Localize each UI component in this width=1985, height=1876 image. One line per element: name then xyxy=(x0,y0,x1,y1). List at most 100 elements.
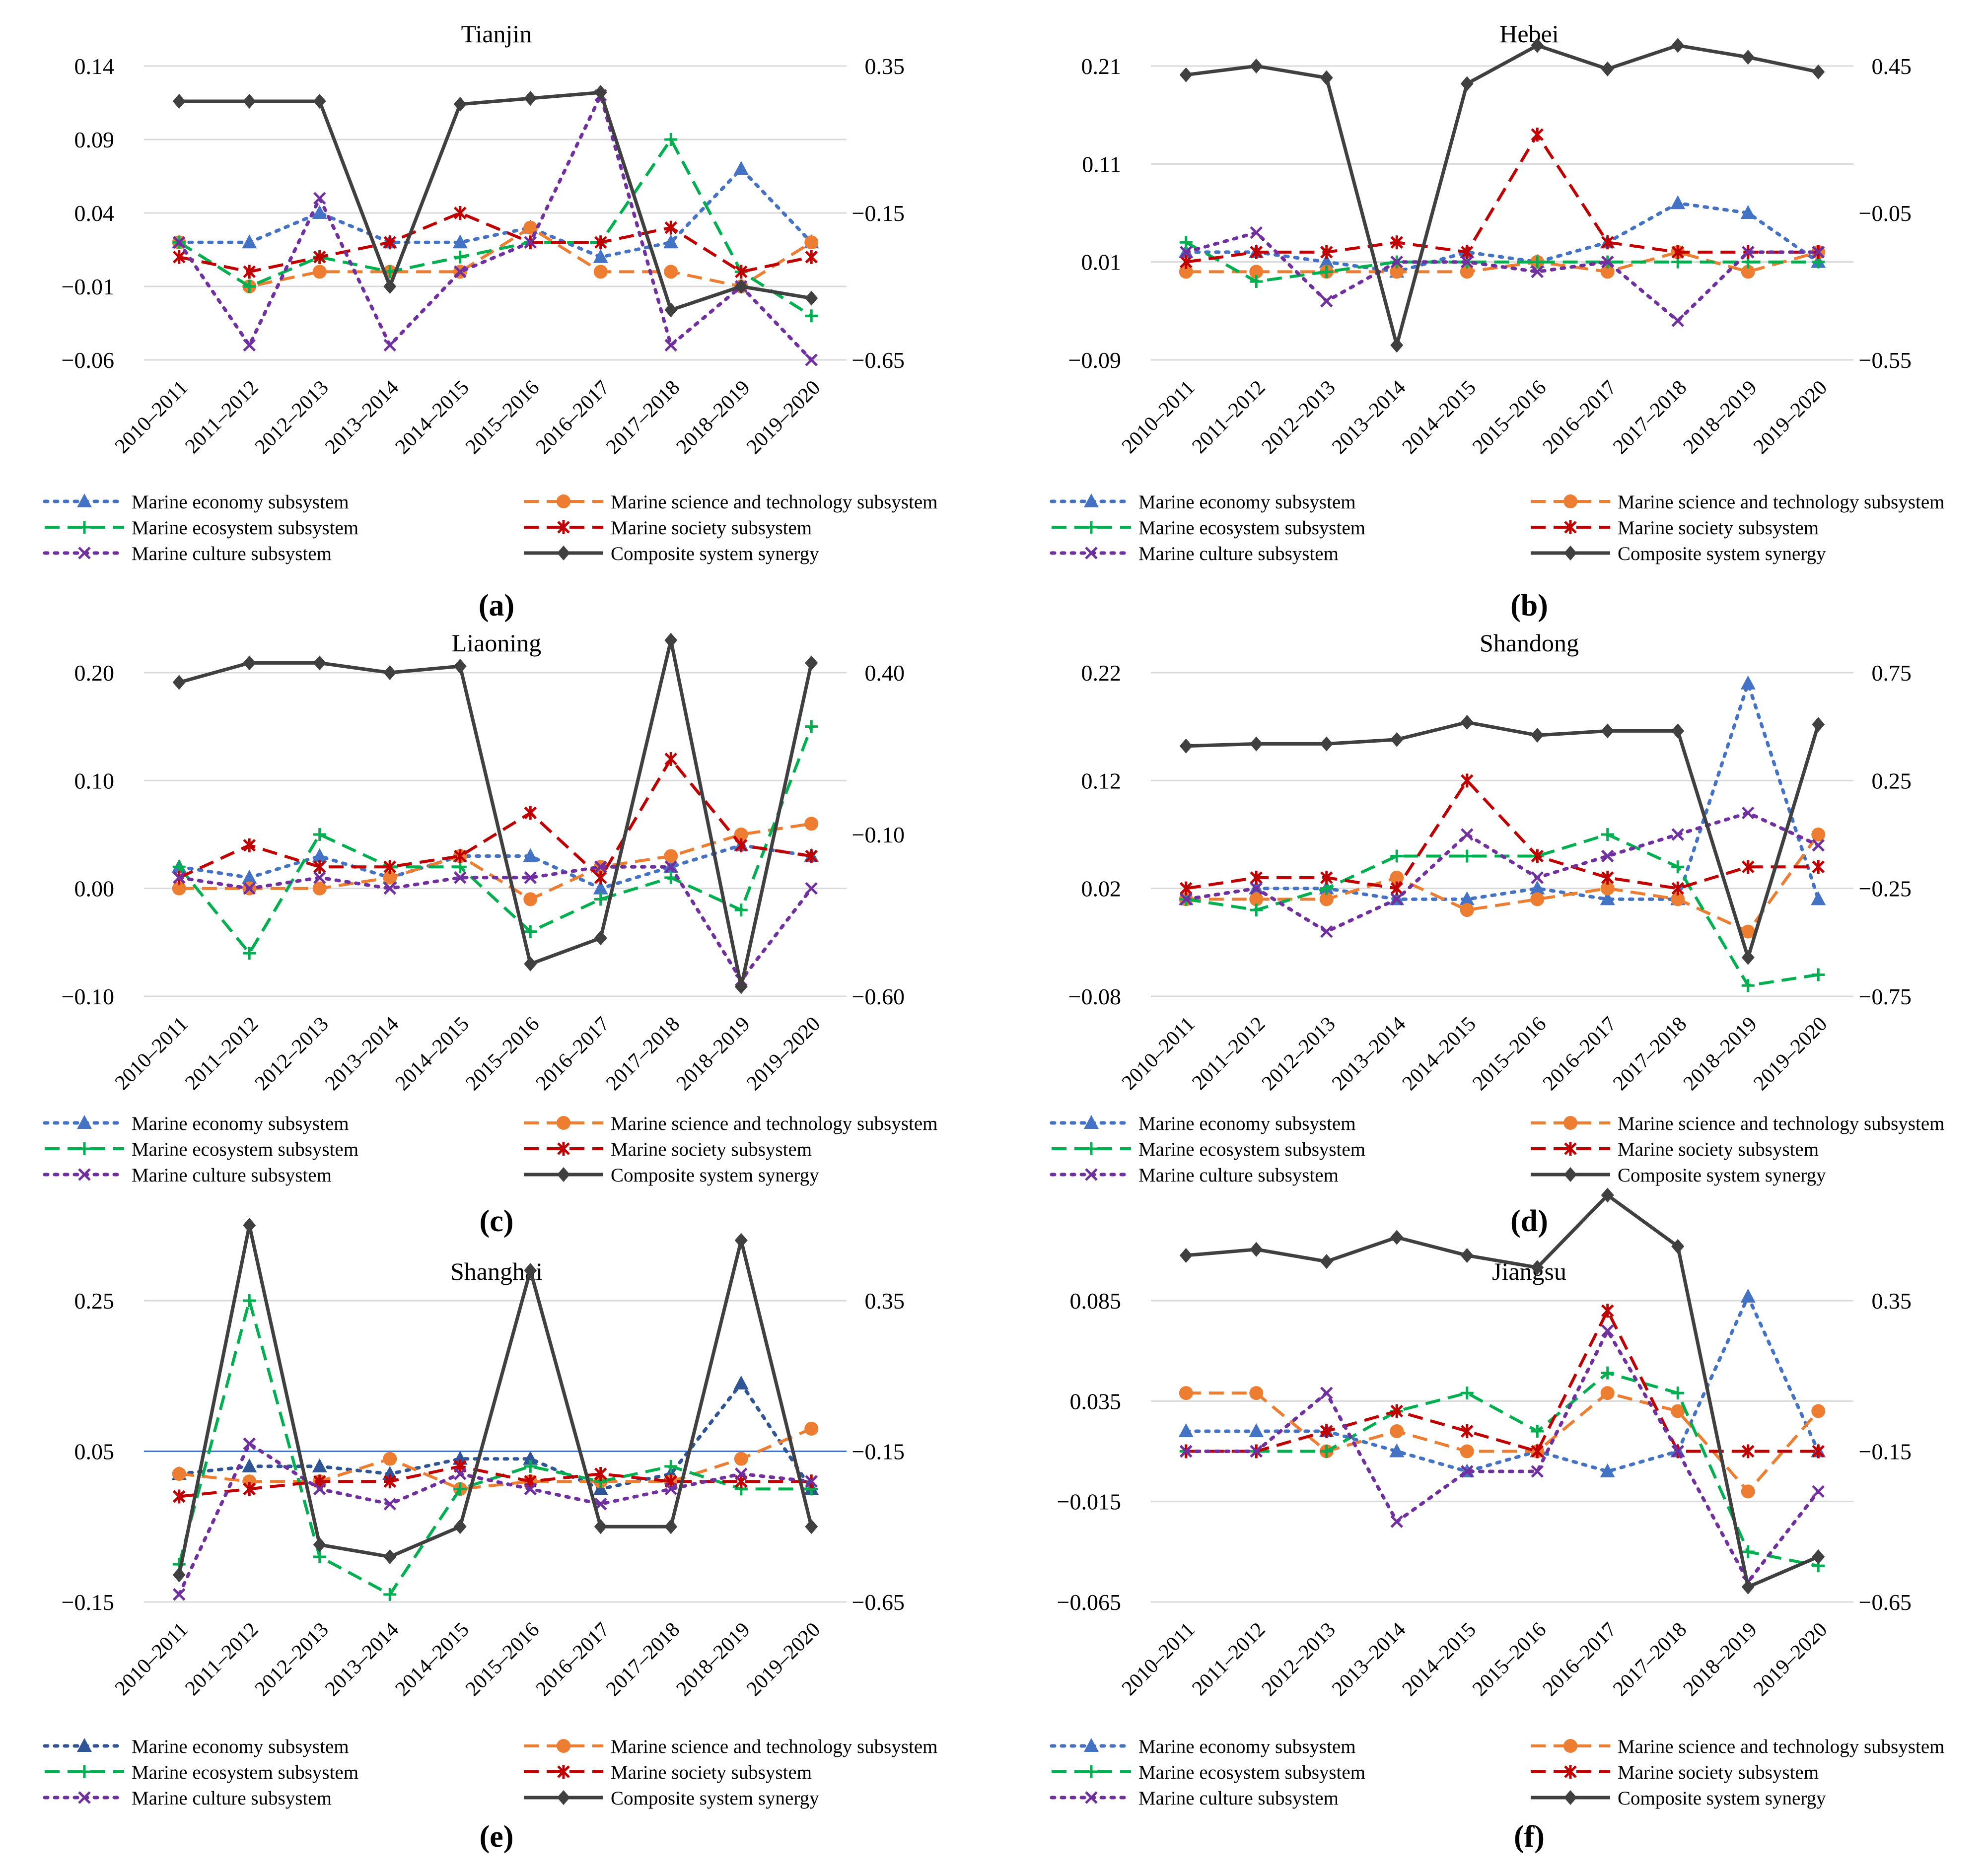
data-point-economy_dark xyxy=(242,1458,257,1472)
data-point-society xyxy=(1601,870,1614,885)
legend-label-culture: Marine culture subsystem xyxy=(132,1165,332,1186)
legend-label-economy: Marine economy subsystem xyxy=(132,1113,349,1134)
data-point-composite xyxy=(243,1218,256,1233)
data-point-culture xyxy=(1812,1485,1825,1498)
right-tick-label: −0.05 xyxy=(1859,201,1912,226)
legend-marker-science xyxy=(557,1739,570,1753)
left-tick-label: −0.09 xyxy=(1068,347,1121,373)
data-point-composite xyxy=(1320,70,1333,85)
data-point-culture xyxy=(243,882,256,895)
legend-label-society: Marine society subsystem xyxy=(611,517,812,539)
right-tick-label: −0.10 xyxy=(852,822,905,847)
data-point-culture xyxy=(524,1482,537,1496)
data-point-science xyxy=(664,849,678,863)
series-line-composite xyxy=(178,638,813,988)
data-point-culture xyxy=(313,1482,326,1496)
data-point-economy xyxy=(593,249,608,263)
data-point-composite xyxy=(313,94,326,109)
data-point-culture xyxy=(453,1467,467,1480)
data-point-composite xyxy=(453,658,467,674)
legend-marker-composite xyxy=(557,1790,570,1805)
data-point-composite xyxy=(664,302,678,318)
data-point-ecosystem xyxy=(1250,275,1263,288)
data-point-society xyxy=(313,250,326,264)
legend-marker-science xyxy=(1563,1116,1577,1130)
legend-label-ecosystem: Marine ecosystem subsystem xyxy=(132,1762,358,1783)
legend: Marine economy subsystem Marine science a… xyxy=(1050,491,1945,564)
data-point-culture xyxy=(1179,246,1193,259)
x-tick-label: 2014–2015 xyxy=(1398,1618,1481,1701)
legend-label-science: Marine science and technology subsystem xyxy=(1618,1113,1945,1134)
data-point-culture xyxy=(1531,265,1544,278)
data-point-composite xyxy=(383,1549,397,1564)
data-point-economy xyxy=(663,234,679,249)
chart-title: Liaoning xyxy=(452,629,542,657)
legend: Marine economy subsystem Marine science a… xyxy=(43,1736,938,1809)
legend-label-society: Marine society subsystem xyxy=(611,1139,812,1160)
legend-label-composite: Composite system synergy xyxy=(611,543,819,564)
data-point-composite xyxy=(1671,1239,1685,1254)
data-point-science xyxy=(1741,1484,1755,1499)
data-point-culture xyxy=(1179,893,1193,906)
right-tick-label: 0.40 xyxy=(865,660,905,686)
data-point-society xyxy=(1320,245,1333,259)
data-point-society xyxy=(383,235,397,250)
series-line-economy xyxy=(1184,201,1820,274)
legend-marker-economy xyxy=(1084,1738,1099,1752)
data-point-culture xyxy=(172,236,186,249)
legend-label-culture: Marine culture subsystem xyxy=(132,543,332,564)
data-point-culture xyxy=(1250,882,1263,895)
legend-marker-economy xyxy=(77,1738,92,1752)
data-point-culture xyxy=(1320,1387,1333,1399)
chart-panel-jiangsu: Jiangsu0.0850.035−0.015−0.0650.35−0.15−0… xyxy=(1050,1187,1945,1854)
series-line-composite xyxy=(1186,1193,1819,1589)
data-point-society xyxy=(1390,235,1404,250)
data-point-society xyxy=(1179,255,1193,269)
data-point-economy xyxy=(312,205,327,219)
series-line-culture xyxy=(177,93,813,362)
legend-marker-composite xyxy=(1564,546,1577,560)
data-point-culture xyxy=(453,265,467,278)
x-tick-label: 2016–2017 xyxy=(532,376,614,459)
data-point-society xyxy=(1390,1404,1404,1418)
data-point-ecosystem xyxy=(243,1294,256,1307)
series-line-culture xyxy=(1184,1329,1820,1584)
data-point-society xyxy=(1460,1424,1474,1439)
data-point-culture xyxy=(524,236,537,249)
data-point-ecosystem xyxy=(1320,1445,1333,1458)
data-point-ecosystem xyxy=(664,871,678,884)
left-tick-label: 0.02 xyxy=(1081,876,1122,902)
data-point-economy xyxy=(1600,891,1615,905)
data-point-society xyxy=(805,250,818,264)
right-tick-label: −0.65 xyxy=(852,1590,905,1615)
x-tick-label: 2010–2011 xyxy=(1118,376,1200,458)
x-tick-label: 2013–2014 xyxy=(1328,1618,1410,1701)
series-composite xyxy=(172,1218,818,1583)
data-point-culture xyxy=(1601,1324,1614,1337)
left-tick-label: −0.15 xyxy=(62,1590,114,1615)
data-point-economy xyxy=(242,234,257,249)
data-point-ecosystem xyxy=(524,925,537,938)
legend-marker-science xyxy=(557,494,570,508)
data-point-ecosystem xyxy=(1671,1387,1685,1400)
data-point-ecosystem xyxy=(313,1550,326,1563)
data-point-science xyxy=(1671,892,1685,906)
data-point-science xyxy=(1179,265,1193,279)
data-point-science xyxy=(312,881,327,896)
data-point-composite xyxy=(172,94,186,109)
data-point-ecosystem xyxy=(1320,265,1333,278)
legend-label-society: Marine society subsystem xyxy=(1618,1139,1819,1160)
series-composite xyxy=(1179,38,1825,353)
x-tick-label: 2013–2014 xyxy=(1328,376,1410,459)
data-point-culture xyxy=(383,882,397,895)
legend-marker-culture xyxy=(78,1168,91,1181)
data-point-culture xyxy=(383,339,397,352)
data-point-society xyxy=(734,838,748,852)
legend-label-science: Marine science and technology subsystem xyxy=(611,1113,938,1134)
data-point-society xyxy=(1250,245,1263,259)
data-point-composite xyxy=(1460,76,1474,91)
data-point-composite xyxy=(1531,38,1544,53)
x-tick-label: 2013–2014 xyxy=(321,376,403,459)
data-point-composite xyxy=(1460,1248,1474,1263)
legend-marker-culture xyxy=(78,547,91,559)
